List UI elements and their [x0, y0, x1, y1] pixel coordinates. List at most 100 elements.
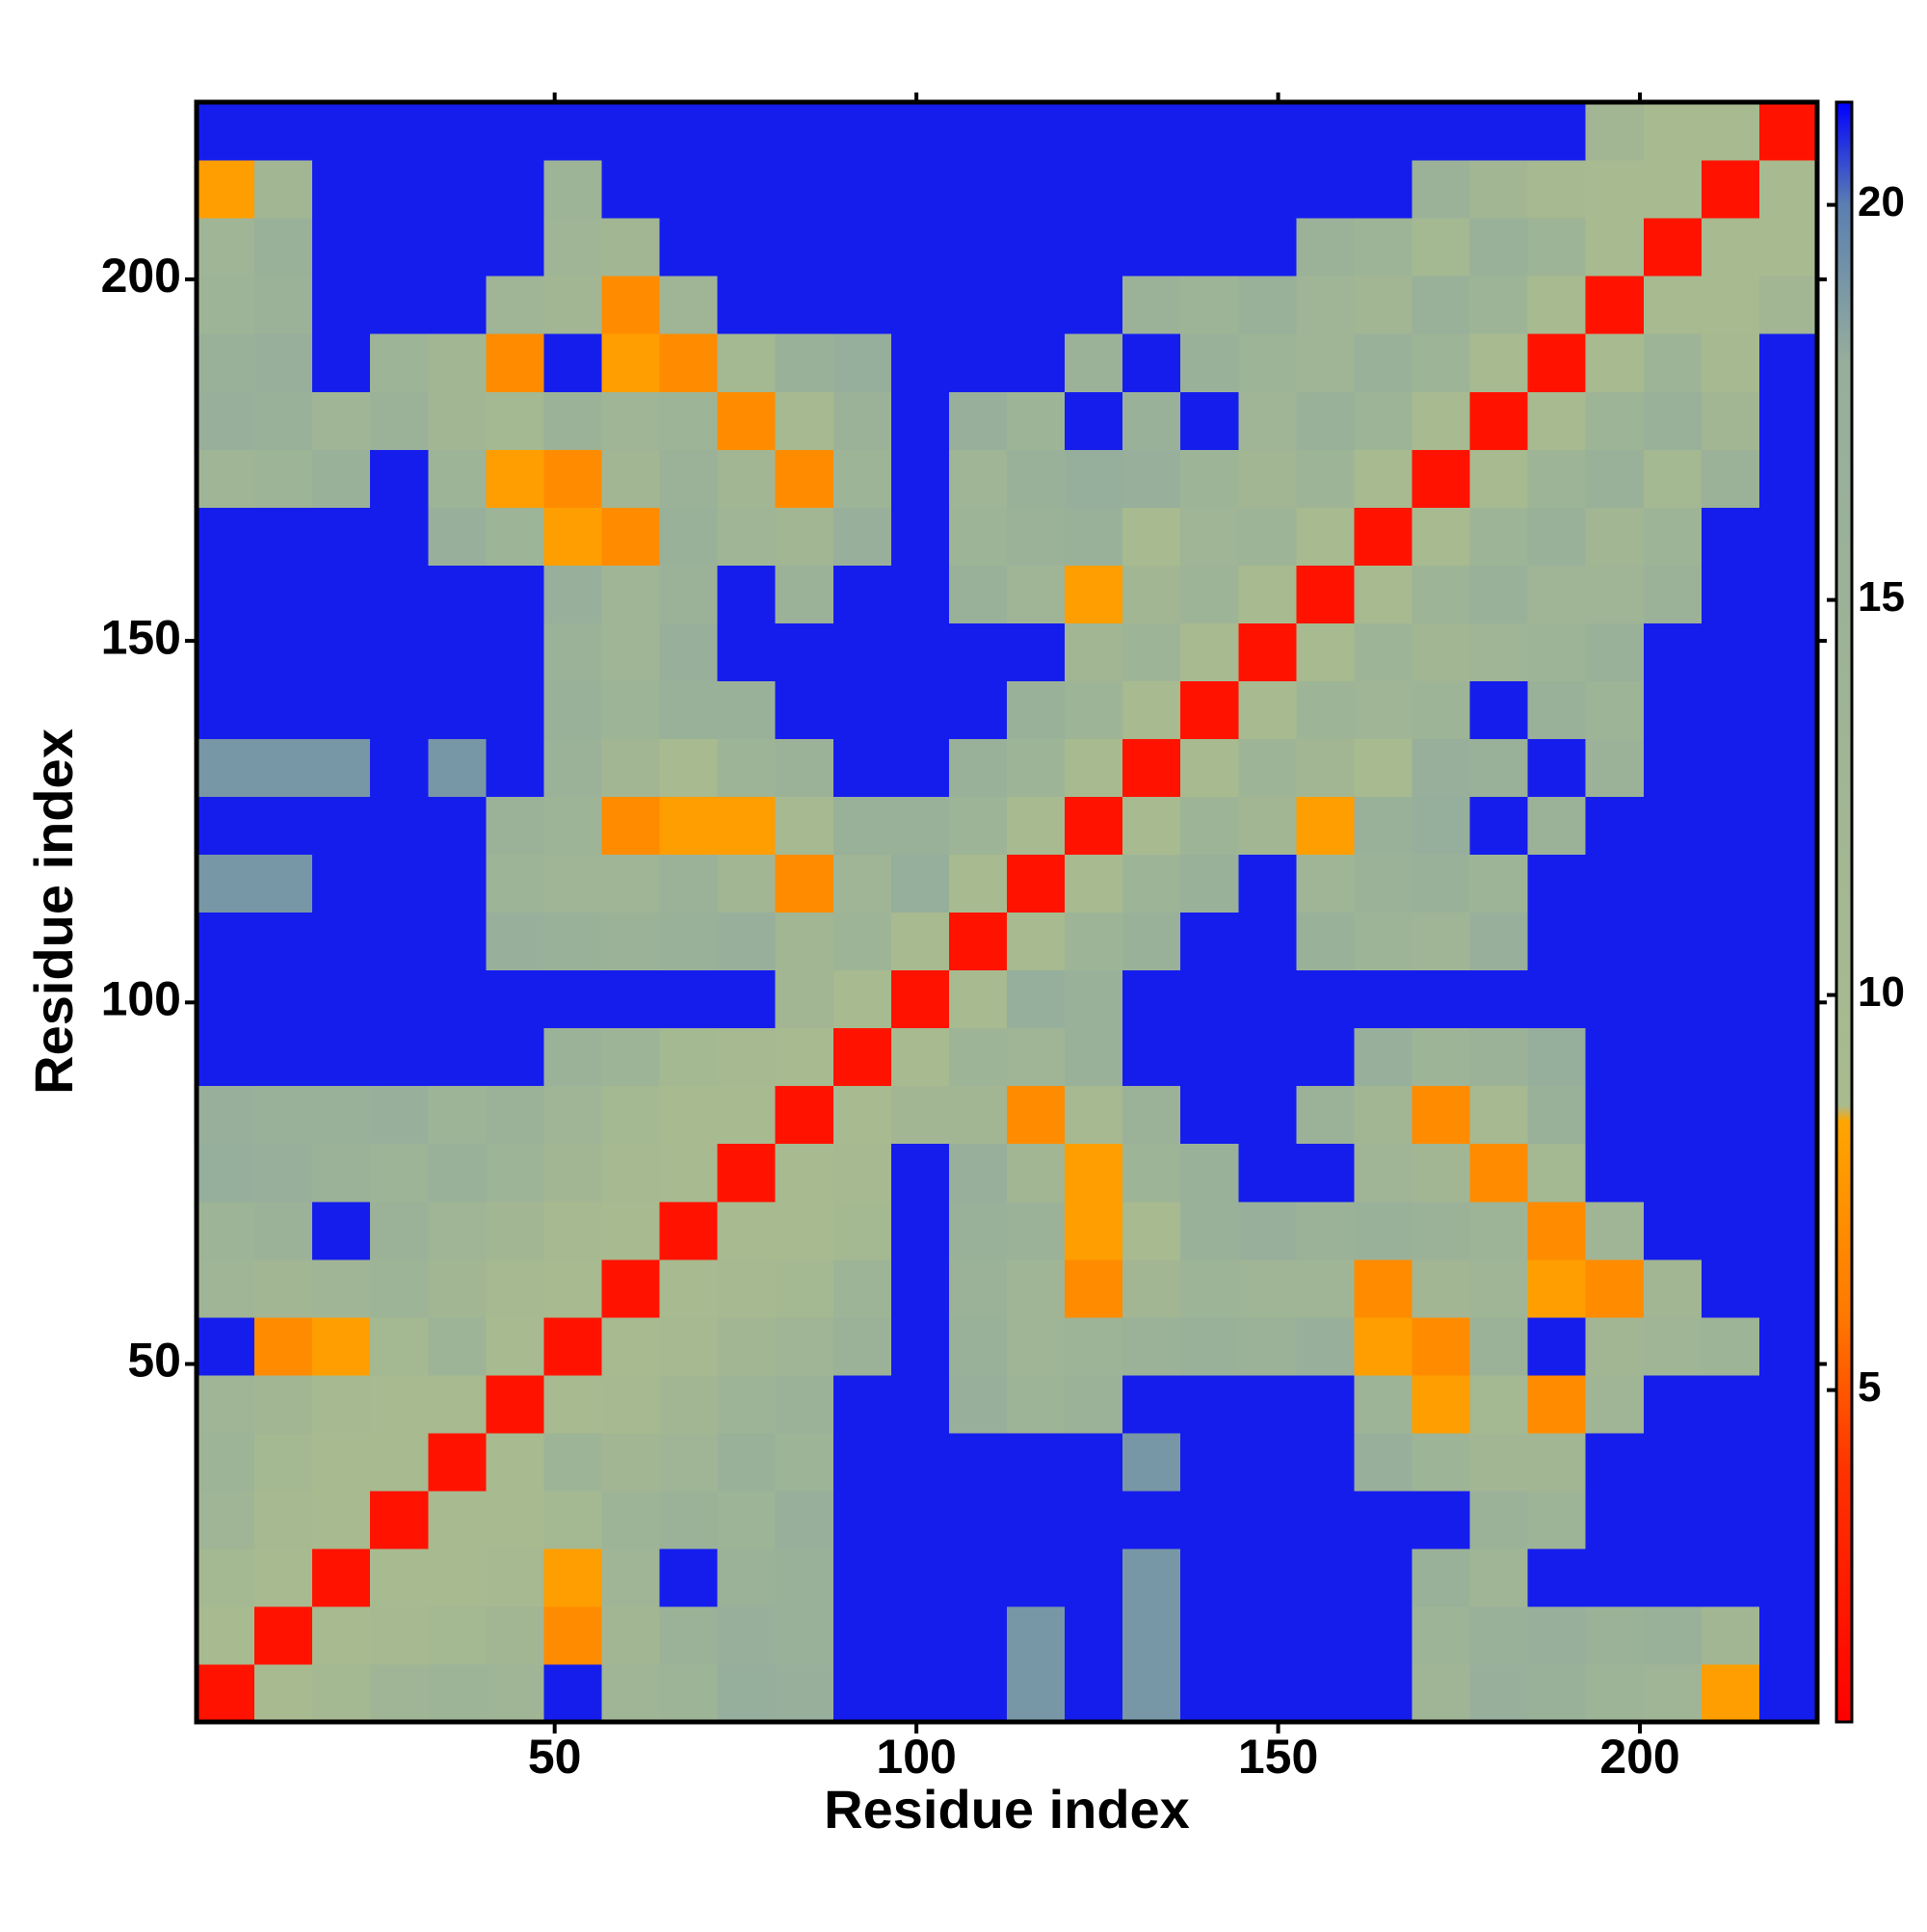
heatmap-cell	[1354, 969, 1413, 1029]
heatmap-cell	[659, 1143, 719, 1203]
heatmap-cell	[890, 1548, 950, 1607]
heatmap-cell	[543, 1490, 603, 1549]
heatmap-cell	[948, 796, 1008, 856]
heatmap-cell	[543, 276, 603, 334]
heatmap-cell	[1296, 1085, 1356, 1145]
heatmap-cell	[659, 1663, 719, 1723]
heatmap-cell	[1585, 1490, 1645, 1549]
heatmap-cell	[1701, 1143, 1760, 1203]
heatmap-cell	[1643, 969, 1703, 1029]
heatmap-cell	[1007, 507, 1066, 566]
heatmap-cell	[890, 1490, 950, 1549]
heatmap-cell	[1585, 218, 1645, 277]
heatmap-cell	[659, 1201, 719, 1260]
heatmap-cell	[1585, 1316, 1645, 1376]
heatmap-cell	[428, 102, 487, 161]
heatmap-cell	[1238, 1605, 1297, 1665]
heatmap-cell	[832, 854, 892, 913]
heatmap-cell	[1758, 969, 1818, 1029]
heatmap-cell	[1412, 1316, 1471, 1376]
heatmap-cell	[1354, 449, 1413, 508]
heatmap-cell	[428, 507, 487, 566]
heatmap-cell	[1527, 1432, 1587, 1492]
heatmap-cell	[312, 1316, 371, 1376]
heatmap-cell	[775, 912, 834, 971]
y-tick-label: 100	[101, 972, 181, 1026]
heatmap-cell	[832, 1027, 892, 1087]
heatmap-cell	[197, 622, 255, 681]
heatmap-cell	[659, 1432, 719, 1492]
heatmap-cell	[775, 160, 834, 219]
heatmap-cell	[832, 969, 892, 1029]
heatmap-cell	[1412, 333, 1471, 392]
heatmap-cell	[659, 912, 719, 971]
heatmap-cell	[1354, 218, 1413, 277]
heatmap-cell	[832, 1548, 892, 1607]
heatmap-cell	[1354, 1548, 1413, 1607]
heatmap-cell	[948, 1258, 1008, 1318]
heatmap-cell	[717, 1258, 777, 1318]
heatmap-cell	[1469, 160, 1529, 219]
heatmap-cell	[659, 1085, 719, 1145]
heatmap-cell	[775, 565, 834, 623]
heatmap-cell	[254, 680, 313, 739]
heatmap-cell	[543, 854, 603, 913]
heatmap-cell	[1122, 1374, 1181, 1434]
heatmap-cell	[197, 507, 255, 566]
heatmap-cell	[1296, 1432, 1356, 1492]
heatmap-cell	[1238, 1143, 1297, 1203]
heatmap-cell	[948, 449, 1008, 508]
heatmap-cell	[197, 102, 255, 161]
heatmap-cell	[1007, 854, 1066, 913]
heatmap-cell	[254, 1490, 313, 1549]
heatmap-cell	[1354, 796, 1413, 856]
y-axis-label: Residue index	[23, 728, 84, 1095]
heatmap-cell	[948, 622, 1008, 681]
heatmap-cell	[1527, 1663, 1587, 1723]
heatmap-cell	[601, 218, 661, 277]
heatmap-cell	[775, 1085, 834, 1145]
heatmap-cell	[1758, 738, 1818, 798]
heatmap-cell	[1643, 1490, 1703, 1549]
heatmap-cell	[1122, 1258, 1181, 1318]
heatmap-cell	[1354, 1374, 1413, 1434]
heatmap-cell	[1296, 276, 1356, 334]
heatmap-cell	[428, 1316, 487, 1376]
heatmap-cell	[254, 796, 313, 856]
heatmap-cell	[1585, 449, 1645, 508]
heatmap-cell	[486, 1548, 545, 1607]
heatmap-cell	[1354, 276, 1413, 334]
heatmap-cell	[312, 622, 371, 681]
heatmap-cell	[486, 276, 545, 334]
heatmap-cell	[1412, 507, 1471, 566]
heatmap-cell	[1585, 160, 1645, 219]
heatmap-cell	[1122, 1143, 1181, 1203]
heatmap-cell	[1527, 507, 1587, 566]
heatmap-cell	[1585, 333, 1645, 392]
heatmap-cell	[370, 912, 429, 971]
heatmap-cell	[1180, 1085, 1239, 1145]
heatmap-cell	[601, 565, 661, 623]
heatmap-cell	[1296, 1374, 1356, 1434]
heatmap-cell	[428, 333, 487, 392]
heatmap-cell	[1758, 854, 1818, 913]
heatmap-cell	[428, 738, 487, 798]
heatmap-cell	[659, 1027, 719, 1087]
heatmap-cell	[775, 1027, 834, 1087]
heatmap-cell	[948, 1201, 1008, 1260]
heatmap-cell	[1180, 449, 1239, 508]
heatmap-cell	[543, 102, 603, 161]
heatmap-cell	[1122, 1663, 1181, 1723]
heatmap-cell	[1007, 276, 1066, 334]
heatmap-cell	[370, 391, 429, 450]
heatmap-cell	[1469, 969, 1529, 1029]
heatmap-cell	[1701, 1432, 1760, 1492]
heatmap-cell	[1354, 738, 1413, 798]
heatmap-cell	[428, 912, 487, 971]
heatmap-cell	[370, 1027, 429, 1087]
heatmap-cell	[1354, 1201, 1413, 1260]
heatmap-cell	[1469, 622, 1529, 681]
heatmap-cell	[1758, 565, 1818, 623]
x-axis-label: Residue index	[824, 1779, 1190, 1839]
heatmap-cell	[1065, 1258, 1123, 1318]
